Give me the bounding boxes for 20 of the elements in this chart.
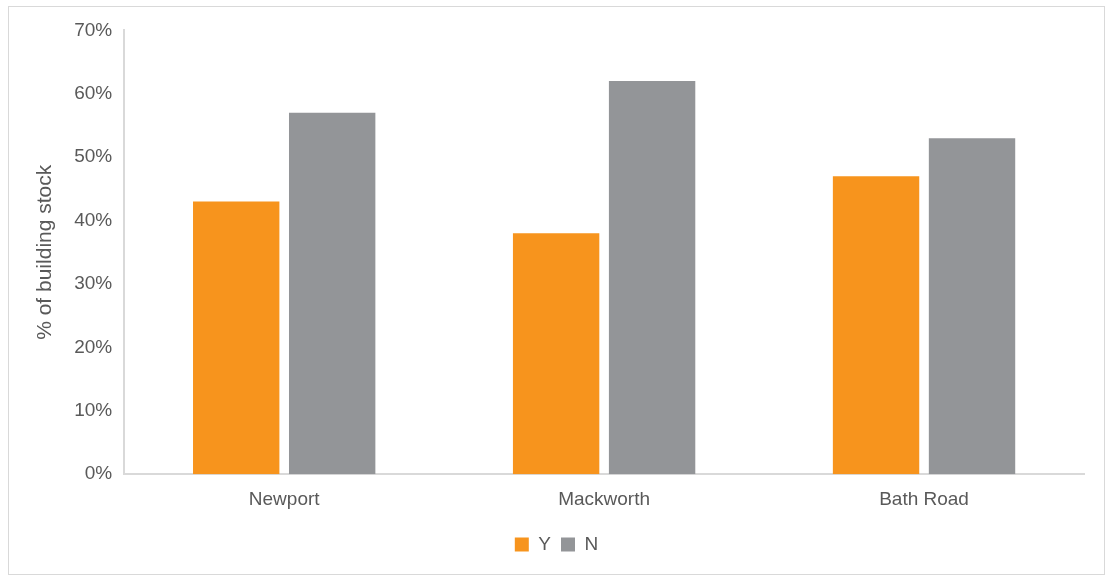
y-tick-label: 0% (84, 462, 113, 484)
y-tick-label: 40% (74, 208, 113, 230)
y-axis-title: % of building stock (32, 164, 56, 340)
legend-label: N (584, 532, 599, 554)
legend-label: Y (538, 532, 552, 554)
x-tick-label: Bath Road (879, 487, 969, 509)
y-tick-label: 60% (74, 82, 113, 104)
bar (928, 138, 1016, 475)
y-tick-label: 30% (74, 272, 113, 294)
y-tick-label: 20% (74, 335, 113, 357)
bar (288, 112, 376, 475)
x-tick-label: Newport (248, 487, 321, 509)
y-tick-label: 10% (74, 399, 113, 421)
y-tick-label: 50% (74, 145, 113, 167)
y-tick-label: 70% (74, 18, 113, 40)
bar (608, 81, 696, 475)
bar (832, 176, 920, 475)
x-tick-label: Mackworth (558, 487, 651, 509)
bar (193, 201, 280, 475)
bar (512, 233, 600, 475)
